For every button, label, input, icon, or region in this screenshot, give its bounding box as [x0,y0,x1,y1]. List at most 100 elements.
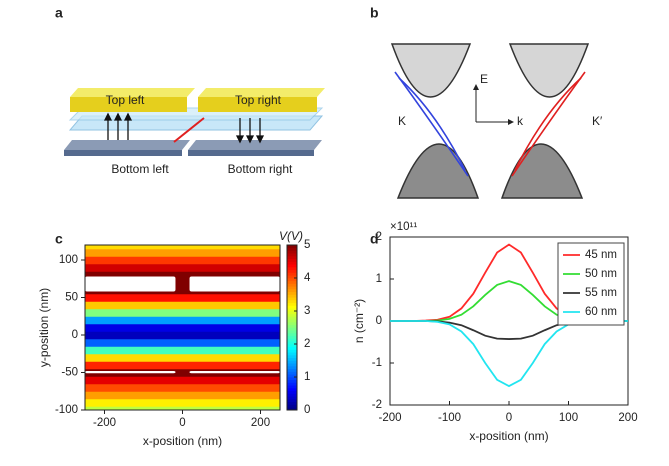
axis-label: E [480,72,488,86]
electrode [189,371,280,374]
x-tick-label: -100 [438,412,461,424]
colorbar-step [287,379,297,383]
colorbar-step [287,340,297,345]
label: Top left [106,93,145,107]
edge-state [394,71,469,177]
edge-state [511,71,586,177]
colorbar-tick-label: 4 [304,272,311,284]
panel-label: d [370,231,379,247]
valley-label: K [398,114,406,128]
colorbar-step [287,354,297,359]
heat-cell [85,300,280,310]
colorbar-step [287,327,297,331]
heat-cell [85,405,280,411]
colorbar-frame [286,244,298,411]
y-tick-label: -50 [61,367,78,379]
colorbar-step [287,305,297,309]
colorbar-step [287,244,297,249]
x-tick-label: 200 [251,417,270,429]
colorbar-step [287,393,297,397]
legend-label: 60 nm [585,306,617,318]
heat-cell [85,255,280,265]
valence-band [500,143,584,199]
heat-cell [85,345,280,355]
colorbar-tick-label: 0 [304,404,310,416]
colorbar-step [287,261,297,265]
colorbar-step [287,316,297,320]
colorbar-step [287,351,297,356]
label: Bottom right [228,162,293,176]
colorbar-step [287,404,297,408]
colorbar-step [287,406,297,411]
y-axis-label: y-position (nm) [37,288,51,367]
colorbar-step [287,258,297,262]
colorbar-step [287,277,297,282]
legend-label: 50 nm [585,268,617,280]
heat-cell [85,383,280,392]
colorbar-step [287,247,297,251]
colorbar-step [287,338,297,342]
conduction-band [508,43,590,98]
colorbar-step [287,395,297,400]
colorbar-step [287,266,297,271]
colorbar-step [287,382,297,386]
colorbar-label: V(V) [279,229,303,243]
heat-cell [85,293,280,302]
y-multiplier: ×10¹¹ [390,221,417,233]
colorbar-step [287,329,297,334]
x-tick-label: -200 [93,417,116,429]
colorbar-step [287,274,297,279]
colorbar-step [287,291,297,295]
colorbar-step [287,335,297,339]
electrode [85,371,176,374]
y-tick-label: -100 [55,404,78,416]
conduction-band [390,43,472,98]
y-axis-label: n (cm⁻²) [352,299,366,343]
colorbar-step [287,263,297,268]
bottom-plate [64,150,182,156]
heat-cell [85,360,280,370]
x-axis-label: x-position (nm) [143,434,222,448]
edge-state [398,77,466,171]
heat-cell [85,330,280,340]
colorbar-step [287,376,297,381]
colorbar-step [287,401,297,405]
colorbar-step [287,390,297,394]
heat-cell [85,390,280,400]
panel-label: c [55,231,63,247]
colorbar-step [287,272,297,276]
colorbar-step [287,362,297,367]
top-plate [198,97,317,112]
label: Bottom left [111,162,169,176]
colorbar-step [287,288,297,293]
y-tick-label: 0 [376,315,382,327]
colorbar-tick-label: 1 [304,371,310,383]
label: Top right [235,93,282,107]
heat-cell [85,263,280,272]
y-tick-label: 100 [59,254,78,266]
x-tick-label: -200 [378,412,401,424]
y-tick-label: -1 [372,357,382,369]
colorbar-step [287,384,297,389]
axis-arrow [473,84,479,90]
y-tick-label: 2 [376,231,382,243]
x-tick-label: 200 [618,412,637,424]
heat-cell [85,353,280,362]
valence-band [396,143,480,199]
colorbar-step [287,360,297,364]
y-tick-label: 1 [376,273,382,285]
band-diagram: E k K K′ [390,43,603,199]
arrows [103,112,265,144]
colorbar-step [287,255,297,260]
y-tick-label: -2 [372,399,382,411]
top-plate [198,88,325,97]
axis-arrow [508,119,514,125]
x-tick-label: 0 [506,412,512,424]
colorbar-step [287,269,297,273]
bottom-plate [188,150,314,156]
bottom-plate [64,140,190,150]
colorbar-step [287,302,297,306]
colorbar-step [287,365,297,370]
legend-label: 45 nm [585,249,617,261]
